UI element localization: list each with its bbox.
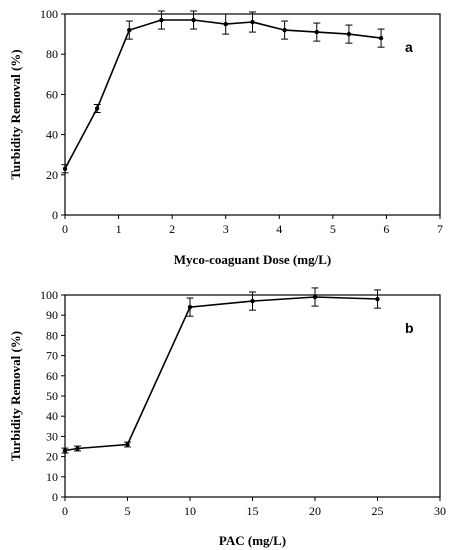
chart-panel-b: 0 10 20 30 40 50 60 70 80 90 100 0 5 10 15 20 25 30 PAC (m…: [8, 287, 446, 548]
y-tick-label: 20: [46, 168, 58, 182]
data-point: [282, 27, 287, 33]
x-axis-title: Myco-coaguant Dose (mg/L): [174, 252, 331, 267]
data-point: [125, 442, 130, 447]
panel-label: a: [405, 39, 413, 55]
x-tick-label: 2: [169, 222, 175, 236]
x-tick-label: 20: [309, 504, 321, 518]
data-point: [250, 19, 255, 25]
data-point: [187, 304, 193, 310]
x-tick-label: 10: [184, 504, 196, 518]
data-point: [346, 31, 352, 37]
y-tick-label: 0: [52, 490, 58, 504]
panel-label: b: [405, 320, 414, 336]
x-axis-title: PAC (mg/L): [219, 533, 286, 548]
y-tick-label: 50: [46, 389, 58, 403]
x-tick-label: 0: [62, 504, 68, 518]
y-tick-label: 70: [46, 349, 58, 363]
y-tick-label: 10: [46, 470, 58, 484]
y-tick-label: 60: [46, 87, 58, 101]
x-tick-label: 5: [330, 222, 336, 236]
chart-panel-a: 0 20 40 60 80 100 0 1 2 3 4 5 6 7 Myco-coaguant Dose (…: [8, 7, 443, 267]
data-point: [159, 17, 164, 23]
x-tick-label: 1: [116, 222, 122, 236]
y-axis-title: Turbidity Removal (%): [8, 331, 23, 461]
series-line: [64, 296, 378, 452]
y-axis-title: Turbidity Removal (%): [8, 49, 23, 179]
data-point: [375, 296, 380, 302]
data-point: [378, 35, 384, 41]
y-tick-label: 40: [46, 409, 58, 423]
x-tick-label: 15: [247, 504, 259, 518]
x-tick-label: 4: [276, 222, 282, 236]
x-tick-label: 25: [372, 504, 384, 518]
data-point: [312, 294, 318, 300]
y-tick-label: 100: [40, 7, 58, 21]
y-tick-label: 100: [40, 288, 58, 302]
plot-frame: [64, 294, 441, 498]
y-tick-label: 80: [46, 328, 58, 342]
data-point: [223, 21, 228, 27]
x-tick-label: 0: [62, 222, 68, 236]
x-tick-label: 5: [125, 504, 131, 518]
data-point: [127, 27, 132, 33]
y-tick-label: 40: [46, 128, 58, 142]
series-line: [64, 19, 382, 170]
data-point: [62, 448, 68, 453]
y-tick-label: 80: [46, 47, 58, 61]
y-tick-label: 0: [52, 208, 58, 222]
x-tick-label: 6: [383, 222, 389, 236]
x-tick-label: 30: [434, 504, 446, 518]
y-tick-label: 60: [46, 369, 58, 383]
y-tick-label: 20: [46, 450, 58, 464]
data-point: [94, 106, 100, 111]
y-tick-label: 90: [46, 308, 58, 322]
data-point: [314, 29, 319, 35]
data-point: [191, 17, 196, 23]
x-tick-label: 7: [437, 222, 443, 236]
data-point: [75, 446, 80, 451]
y-tick-label: 30: [46, 429, 58, 443]
data-point: [250, 298, 255, 304]
x-tick-label: 3: [223, 222, 229, 236]
plot-frame: [64, 13, 441, 216]
data-point: [62, 166, 68, 171]
